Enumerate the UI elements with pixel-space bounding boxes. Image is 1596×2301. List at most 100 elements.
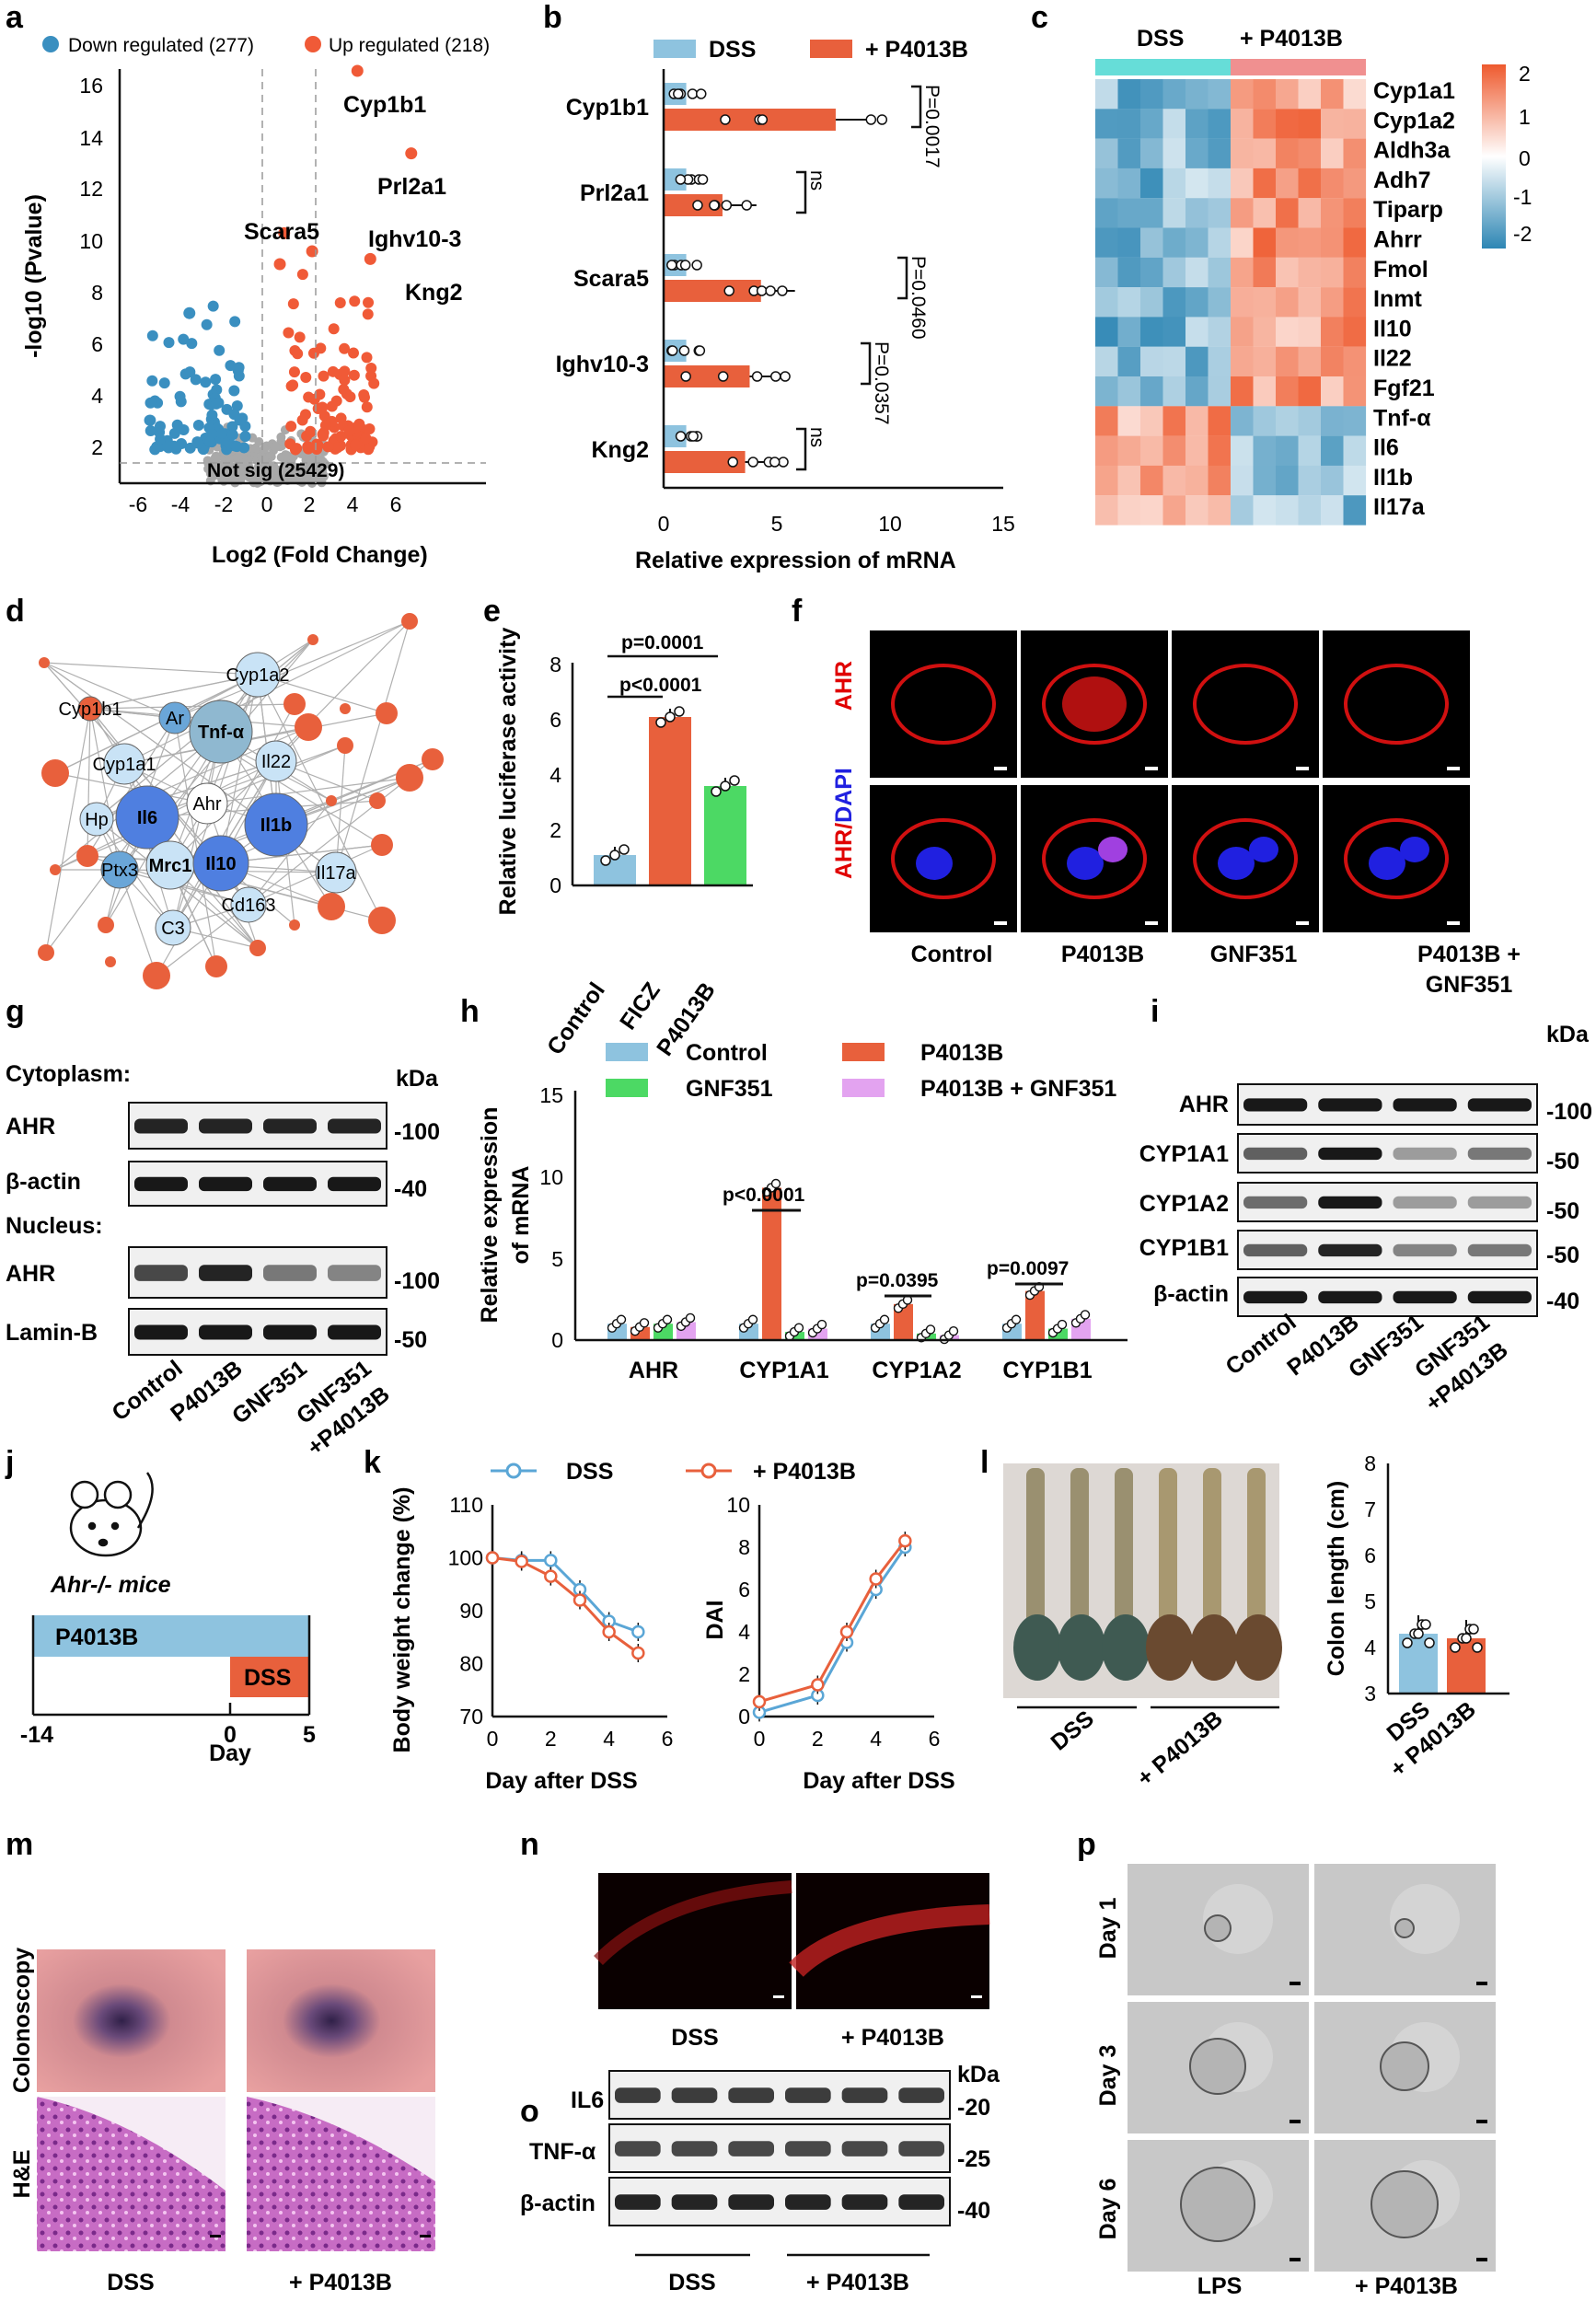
legend-down-dot (42, 36, 59, 52)
svg-text:5: 5 (1364, 1590, 1376, 1613)
network-node-outer (289, 919, 300, 931)
heatmap-cell (1253, 406, 1277, 436)
p-image-grid (1128, 1864, 1496, 2272)
network-node-outer (368, 907, 396, 934)
volcano-point-nonsig (235, 450, 245, 460)
b-sig-bracket (796, 170, 807, 214)
e-point (674, 706, 685, 717)
heatmap-cell (1343, 109, 1367, 139)
volcano-point-down (204, 435, 216, 447)
heatmap-cell (1095, 257, 1118, 288)
h-legend-gnf351-swatch (606, 1079, 648, 1097)
volcano-point-up (305, 426, 317, 438)
g-ahr-nuc-band (328, 1265, 381, 1281)
b-point-p4013b (777, 285, 788, 296)
f-scalebar (994, 767, 1007, 770)
l-colon-tube (1026, 1468, 1045, 1634)
volcano-point-nonsig (250, 468, 260, 479)
p-scalebar (1290, 2258, 1301, 2261)
heatmap-cell (1276, 376, 1299, 407)
g-lamin-band (134, 1324, 188, 1340)
b-point-p4013b (757, 114, 769, 125)
b-point-dss (678, 345, 690, 356)
i-band-cyp1a1: CYP1A1 (1139, 1141, 1229, 1167)
m-row-he: H&E (9, 2150, 35, 2199)
volcano-point-nonsig (271, 442, 281, 452)
heatmap-cell (1095, 227, 1118, 258)
volcano-point-down (203, 422, 215, 434)
i-ahr-band (1467, 1098, 1532, 1112)
svg-text:-1: -1 (1513, 185, 1532, 209)
heatmap-cell (1298, 465, 1322, 496)
k-legend-p4013b-marker (700, 1463, 717, 1479)
panel-letter-g: g (6, 994, 25, 1029)
i-blots (1237, 1083, 1538, 1317)
i-ahr-band (1318, 1098, 1382, 1112)
heatmap-cell (1276, 495, 1299, 526)
volcano-point-up (358, 391, 370, 403)
heatmap-cell (1117, 346, 1141, 377)
panel-letter-k: k (364, 1445, 381, 1480)
network-edge (206, 777, 411, 804)
heatmap-cell (1117, 317, 1141, 347)
i-cyp1a2-band (1318, 1196, 1382, 1209)
b-point-dss (673, 88, 684, 99)
p-background-blob (1390, 1884, 1460, 1954)
b-point-p4013b (751, 371, 763, 382)
heatmap-cell (1253, 227, 1277, 258)
panel-letter-d: d (6, 594, 25, 629)
k-x-tick: 0 (754, 1727, 766, 1751)
e-pval-2: p<0.0001 (619, 675, 702, 696)
h-point (1080, 1310, 1091, 1320)
heatmap-cell (1140, 317, 1163, 347)
heatmap-cell (1140, 138, 1163, 168)
heatmap-cell (1095, 435, 1118, 466)
m-col-p4013b: + P4013B (289, 2270, 392, 2295)
panel-letter-n: n (520, 1827, 539, 1862)
heatmap-cell (1117, 435, 1141, 466)
f-col-control: Control (911, 942, 993, 967)
volcano-x-ticks: -6 -4 -2 0 2 4 6 (129, 492, 402, 516)
heatmap-cell (1253, 346, 1277, 377)
volcano-point-nonsig (260, 444, 270, 454)
volcano-point-down (233, 370, 245, 382)
heatmap-cell (1231, 435, 1254, 466)
o-il6-band (841, 2087, 888, 2103)
network-node-outer (318, 893, 345, 920)
heatmap-gene-label: Il6 (1373, 435, 1399, 461)
b-category-label: Cyp1b1 (566, 95, 649, 121)
network-edge (89, 708, 121, 871)
g-band-ahr-nuc: AHR (6, 1261, 55, 1287)
i-actin-band (1393, 1290, 1457, 1304)
panel-l: l DSS + P4013B 3 4 5 6 7 8 Colon length (cm)… (980, 1445, 1509, 1792)
o-il6-frame (608, 2070, 951, 2120)
heatmap-cell (1321, 376, 1344, 407)
volcano-point-nonsig (271, 465, 281, 475)
svg-text:8: 8 (1364, 1451, 1376, 1475)
f-cell-outline (891, 664, 996, 745)
i-cyp1a1-band (1467, 1147, 1532, 1161)
heatmap-cell (1095, 168, 1118, 199)
b-point-dss (675, 431, 687, 442)
svg-text:10: 10 (539, 1165, 563, 1189)
panel-letter-b: b (543, 0, 562, 35)
volcano-point-highlight (273, 258, 286, 271)
heatmap-cell (1117, 227, 1141, 258)
network-node (192, 835, 249, 892)
heatmap-cell (1321, 495, 1344, 526)
heatmap-cell (1343, 198, 1367, 228)
f-cell-outline (1193, 818, 1298, 899)
volcano-point-up (285, 421, 297, 433)
heatmap-cell (1253, 79, 1277, 110)
b-point-p4013b (747, 457, 758, 468)
heatmap-cell (1231, 257, 1254, 288)
f-nucleus (916, 847, 953, 880)
n-scalebar-2 (971, 1995, 982, 1998)
volcano-point-down (228, 409, 240, 421)
heatmap-cell (1343, 346, 1367, 377)
panel-e: e 0 2 4 6 8 Relative luciferase activity p=0… (483, 594, 753, 1060)
svg-text:10: 10 (79, 229, 103, 253)
volcano-point-down (215, 427, 227, 439)
network-node-label: Cyp1a2 (226, 665, 290, 686)
svg-text:0: 0 (1519, 146, 1531, 170)
